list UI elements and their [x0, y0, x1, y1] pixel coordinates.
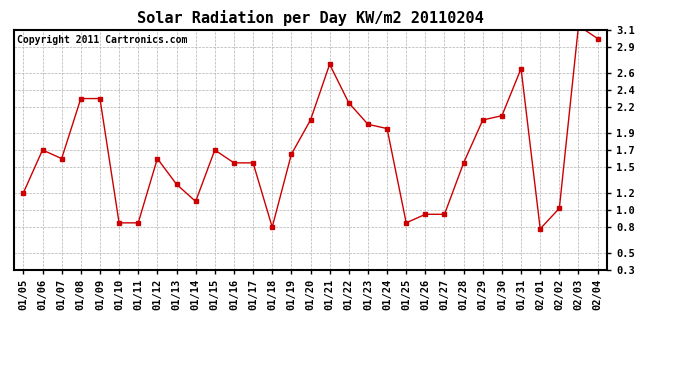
Text: Copyright 2011 Cartronics.com: Copyright 2011 Cartronics.com: [17, 35, 187, 45]
Title: Solar Radiation per Day KW/m2 20110204: Solar Radiation per Day KW/m2 20110204: [137, 10, 484, 26]
